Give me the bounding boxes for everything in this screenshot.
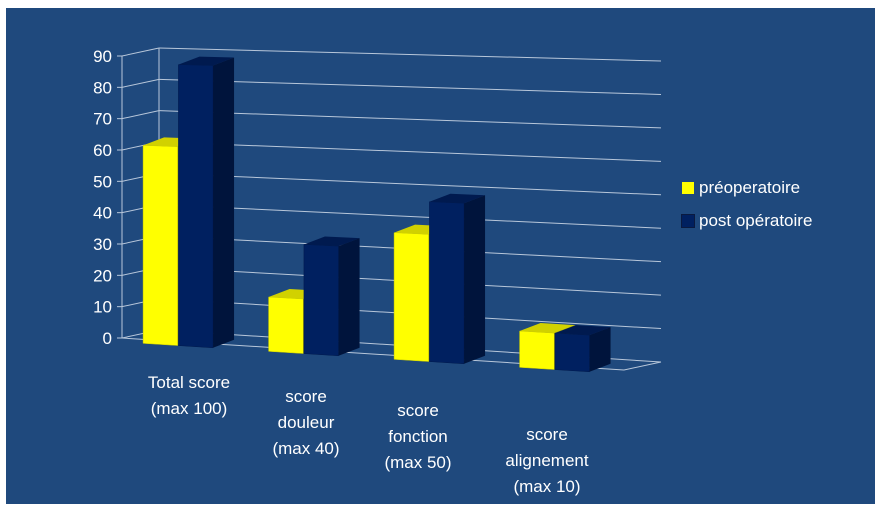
bar-front xyxy=(268,296,304,354)
bar-top xyxy=(178,56,235,66)
category-label: score alignement (max 10) xyxy=(505,425,589,496)
bar-side xyxy=(213,57,235,348)
side-wall-gridline xyxy=(121,110,160,120)
bar-front xyxy=(303,244,339,357)
legend-swatch-preop xyxy=(682,182,694,194)
bar-side xyxy=(589,327,611,372)
bar-front xyxy=(178,64,214,349)
legend-label-postop: post opératoire xyxy=(699,211,813,230)
side-wall-gridline xyxy=(121,78,160,88)
category-label: score douleur (max 40) xyxy=(272,387,340,458)
y-tick-label: 10 xyxy=(93,298,112,317)
bar-front xyxy=(142,145,178,346)
bar-top xyxy=(519,323,576,334)
legend: préoperatoire post opératoire xyxy=(681,174,813,240)
gridline xyxy=(158,172,662,196)
bar-top xyxy=(429,193,486,204)
chart-area: 0 10 20 30 40 50 60 70 80 90 préoperatoire post o… xyxy=(6,8,875,504)
y-tick-label: 70 xyxy=(93,110,112,129)
bar-front xyxy=(429,201,465,365)
bar-front xyxy=(519,330,555,370)
gridline xyxy=(158,204,662,229)
bar-side xyxy=(464,195,486,364)
chart-plot: 0 10 20 30 40 50 60 70 80 90 xyxy=(93,47,662,373)
category-label: score fonction (max 50) xyxy=(384,401,452,472)
side-wall-gridline xyxy=(121,47,160,57)
legend-item-preop: préoperatoire xyxy=(682,174,812,202)
y-tick-label: 90 xyxy=(93,47,112,66)
gridline xyxy=(158,78,662,95)
legend-item-postop: post opératoire xyxy=(681,207,813,235)
gridline xyxy=(158,47,662,62)
y-tick-label: 20 xyxy=(93,266,112,285)
floor-right-edge xyxy=(623,361,662,371)
legend-swatch-postop xyxy=(681,214,695,228)
legend-label-preop: préoperatoire xyxy=(699,178,801,197)
category-label: Total score (max 100) xyxy=(147,373,231,418)
bar-front xyxy=(554,332,590,373)
y-tick-label: 80 xyxy=(93,78,112,97)
y-tick-label: 0 xyxy=(103,329,112,348)
y-tick-label: 50 xyxy=(93,172,112,191)
gridline xyxy=(158,110,662,129)
y-tick-label: 40 xyxy=(93,204,112,223)
gridline xyxy=(158,141,662,162)
bar-top xyxy=(303,236,360,247)
bar-side xyxy=(338,238,360,356)
y-tick-label: 30 xyxy=(93,235,112,254)
bar-top xyxy=(554,325,611,336)
bar-front xyxy=(393,232,429,362)
y-tick-label: 60 xyxy=(93,141,112,160)
